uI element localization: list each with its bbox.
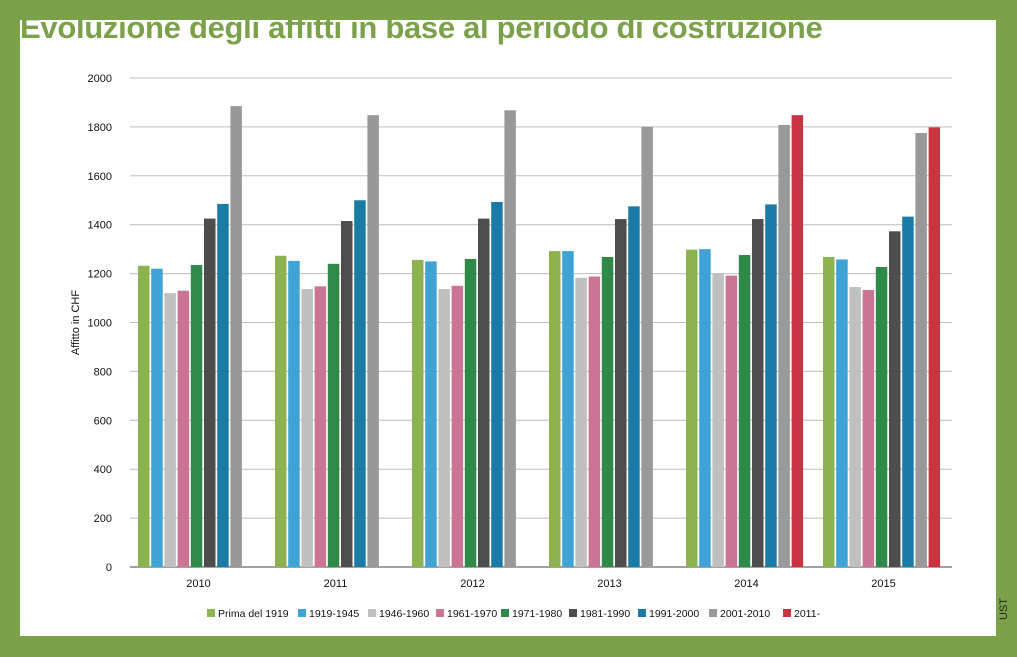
bar-2010-s4 <box>190 265 203 567</box>
x-tick-label: 2012 <box>460 578 484 590</box>
y-tick-label: 400 <box>94 464 112 476</box>
bar-2014-s7 <box>778 124 790 567</box>
x-tick-label: 2014 <box>734 578 758 590</box>
bar-2012-s7 <box>504 110 516 568</box>
bar-2012-s1 <box>425 261 437 567</box>
bar-2012-s4 <box>464 258 477 567</box>
x-tick-label: 2013 <box>597 578 621 590</box>
bar-2010-s5 <box>204 218 216 567</box>
bar-2010-s7 <box>230 106 242 568</box>
bar-2013-s4 <box>601 256 614 567</box>
bar-2015-s8 <box>928 127 941 567</box>
y-tick-label: 1600 <box>88 171 112 183</box>
bar-2012-s0 <box>412 259 424 567</box>
bar-2013-s7 <box>641 126 653 568</box>
legend-swatch <box>298 609 306 617</box>
y-tick-label: 800 <box>94 366 112 378</box>
y-tick-label: 200 <box>94 513 112 525</box>
y-tick-label: 1000 <box>88 318 112 330</box>
x-tick-label: 2011 <box>324 578 348 590</box>
bar-2012-s6 <box>491 201 503 568</box>
legend-swatch <box>783 609 791 617</box>
bar-2012-s5 <box>478 218 490 567</box>
y-tick-label: 1400 <box>88 220 112 232</box>
bar-2014-s8 <box>791 115 804 567</box>
bar-2012-s3 <box>451 285 464 567</box>
bar-2011-s4 <box>327 263 340 567</box>
bar-2014-s3 <box>725 275 738 567</box>
legend-label: 1961-1970 <box>447 608 497 620</box>
bar-2011-s0 <box>275 255 287 567</box>
bar-2014-s2 <box>712 273 724 567</box>
bar-2012-s2 <box>438 289 450 567</box>
legend-swatch <box>207 609 215 617</box>
bar-2010-s2 <box>164 293 176 567</box>
bar-2010-s0 <box>138 265 150 567</box>
y-tick-label: 2000 <box>88 73 112 85</box>
bar-2015-s2 <box>849 287 861 567</box>
bar-2015-s1 <box>836 259 848 567</box>
bar-2013-s2 <box>575 277 587 567</box>
bar-2011-s7 <box>367 115 379 567</box>
y-tick-label: 1800 <box>88 122 112 134</box>
legend-label: 2011- <box>794 608 821 620</box>
bar-2014-s0 <box>686 249 698 567</box>
bar-2011-s5 <box>341 221 353 567</box>
source-credit: UST <box>998 598 1010 620</box>
x-tick-label: 2010 <box>186 578 210 590</box>
legend-swatch <box>638 609 646 617</box>
y-tick-label: 0 <box>106 562 112 574</box>
bar-2014-s4 <box>738 255 751 567</box>
bar-2011-s6 <box>354 200 366 567</box>
bar-2010-s6 <box>217 203 229 568</box>
y-tick-label: 600 <box>94 415 112 427</box>
legend-label: 1971-1980 <box>512 608 562 620</box>
legend-swatch <box>709 609 717 617</box>
x-tick-label: 2015 <box>871 578 895 590</box>
bar-2011-s3 <box>314 286 327 567</box>
legend-swatch <box>368 609 376 617</box>
bar-2013-s5 <box>615 219 627 567</box>
bar-2015-s0 <box>823 256 835 567</box>
bar-2013-s6 <box>628 206 640 568</box>
bar-2015-s3 <box>862 289 875 567</box>
legend-label: 2001-2010 <box>720 608 770 620</box>
bar-2013-s3 <box>588 276 601 567</box>
bar-2013-s1 <box>562 251 574 567</box>
legend-label: 1981-1990 <box>580 608 630 620</box>
bar-2014-s6 <box>765 204 777 567</box>
bar-2013-s0 <box>549 251 561 567</box>
bar-2011-s2 <box>301 289 313 567</box>
y-tick-label: 1200 <box>88 269 112 281</box>
bar-2010-s3 <box>177 290 190 567</box>
bar-2014-s1 <box>699 249 711 567</box>
bar-2014-s5 <box>752 219 764 567</box>
bar-2015-s6 <box>902 216 914 567</box>
legend-swatch <box>569 609 577 617</box>
chart-title: Evoluzione degli affitti in base al peri… <box>20 10 823 45</box>
bar-2015-s7 <box>915 133 927 567</box>
bar-2015-s5 <box>889 231 901 567</box>
bar-2015-s4 <box>875 266 888 567</box>
legend-swatch <box>436 609 444 617</box>
legend-label: Prima del 1919 <box>218 608 289 620</box>
y-axis-title: Affitto in CHF <box>70 290 82 355</box>
legend-label: 1991-2000 <box>649 608 699 620</box>
bar-2011-s1 <box>288 260 300 567</box>
legend-label: 1919-1945 <box>309 608 359 620</box>
bar-2010-s1 <box>151 268 163 567</box>
legend-label: 1946-1960 <box>379 608 429 620</box>
legend-swatch <box>501 609 509 617</box>
